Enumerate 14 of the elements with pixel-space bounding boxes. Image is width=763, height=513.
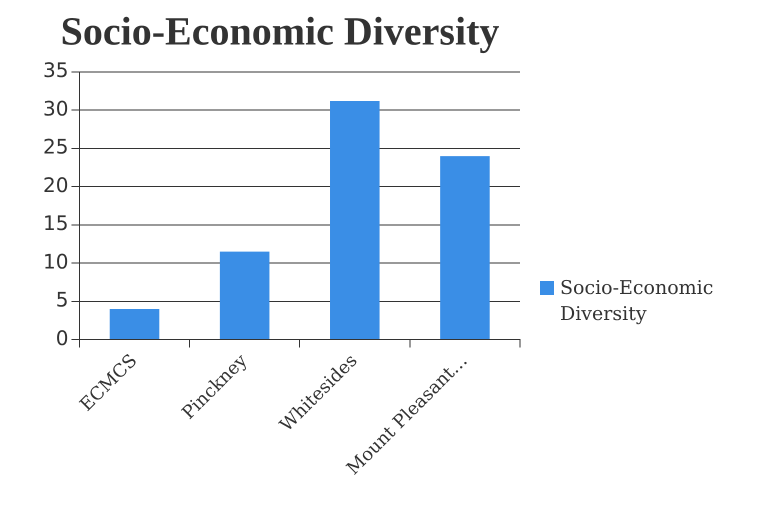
bar: [220, 252, 270, 340]
y-tick-label: 20: [42, 172, 68, 197]
bar: [440, 156, 490, 340]
legend-label: Socio-Economic Diversity: [560, 276, 714, 327]
y-tick-label: 35: [42, 58, 68, 82]
y-tick-label: 5: [56, 288, 68, 312]
y-tick-label: 0: [56, 326, 68, 350]
bar: [330, 101, 380, 340]
y-tick-label: 25: [42, 134, 68, 159]
y-tick-label: 30: [42, 96, 68, 120]
y-tick-label: 15: [42, 211, 68, 236]
chart-title: Socio-Economic Diversity: [60, 8, 500, 54]
y-tick-label: 10: [42, 249, 68, 274]
bar: [110, 308, 160, 340]
